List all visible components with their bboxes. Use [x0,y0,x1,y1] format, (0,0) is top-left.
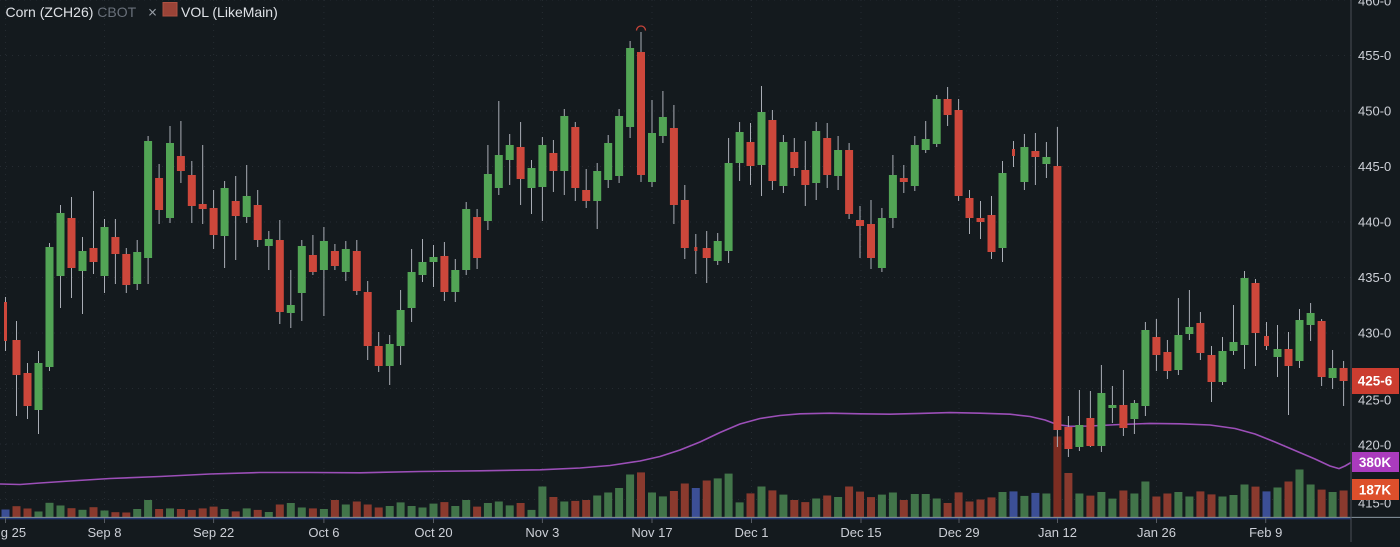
svg-text:VOL (LikeMain): VOL (LikeMain) [181,4,278,20]
svg-text:×: × [148,5,157,22]
svg-text:Aug 25: Aug 25 [0,525,26,540]
svg-text:Sep 22: Sep 22 [193,525,234,540]
svg-text:Nov 17: Nov 17 [631,525,672,540]
svg-text:Oct 20: Oct 20 [414,525,452,540]
svg-text:425-0: 425-0 [1358,393,1391,408]
svg-text:425-6: 425-6 [1358,374,1393,389]
svg-text:460-0: 460-0 [1358,0,1391,9]
svg-text:380K: 380K [1359,455,1392,470]
svg-text:420-0: 420-0 [1358,438,1391,453]
svg-text:Jan 12: Jan 12 [1038,525,1077,540]
svg-text:450-0: 450-0 [1358,104,1391,119]
svg-text:Sep 8: Sep 8 [88,525,122,540]
svg-text:Dec 29: Dec 29 [938,525,979,540]
svg-text:430-0: 430-0 [1358,326,1391,341]
svg-text:455-0: 455-0 [1358,48,1391,63]
svg-text:Oct 6: Oct 6 [308,525,339,540]
svg-text:187K: 187K [1359,483,1392,498]
svg-text:Jan 26: Jan 26 [1137,525,1176,540]
svg-text:Corn (ZCH26) CBOT: Corn (ZCH26) CBOT [6,4,137,20]
svg-text:Nov 3: Nov 3 [525,525,559,540]
svg-text:435-0: 435-0 [1358,270,1391,285]
svg-text:445-0: 445-0 [1358,159,1391,174]
svg-text:Dec 1: Dec 1 [735,525,769,540]
svg-text:Feb 9: Feb 9 [1249,525,1282,540]
svg-text:440-0: 440-0 [1358,215,1391,230]
svg-text:Dec 15: Dec 15 [840,525,881,540]
